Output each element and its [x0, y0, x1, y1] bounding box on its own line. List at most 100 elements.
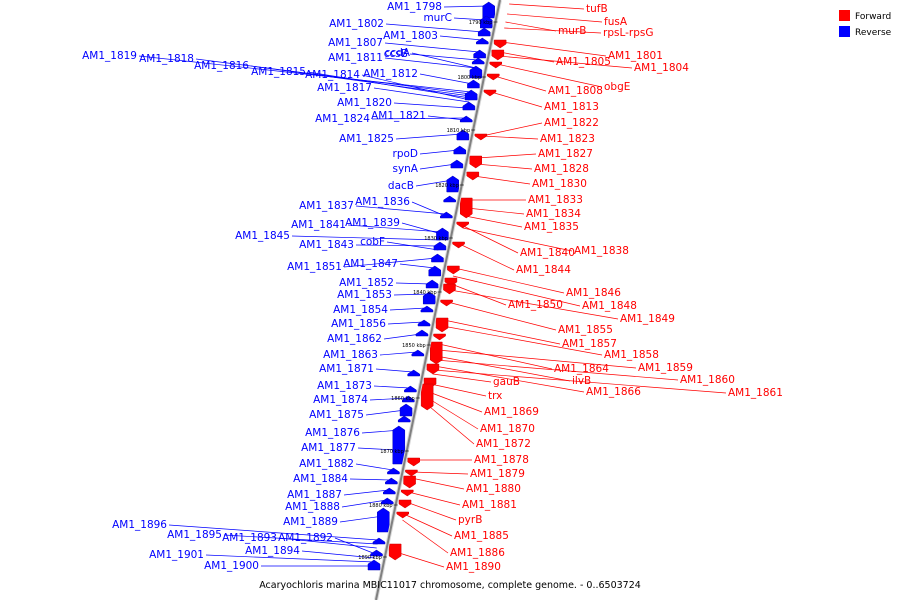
forward-gene-label: AM1_1849 — [620, 313, 675, 325]
reverse-gene-arrow — [372, 537, 386, 545]
gene-features — [367, 1, 507, 571]
reverse-gene-label: AM1_1875 — [309, 409, 364, 421]
reverse-gene-label: AM1_1824 — [315, 113, 370, 125]
forward-gene-label: AM1_1805 — [556, 56, 611, 68]
leader-line — [361, 74, 470, 101]
leader-line — [334, 537, 376, 555]
forward-gene-label: AM1_1813 — [544, 101, 599, 113]
reverse-gene-label: AM1_1843 — [299, 239, 354, 251]
leader-line — [433, 369, 727, 394]
leader-line — [384, 57, 476, 69]
reverse-gene-label: AM1_1901 — [149, 549, 204, 561]
reverse-gene-label: AM1_1900 — [204, 560, 259, 572]
leader-line — [427, 397, 479, 430]
reverse-gene-label: AM1_1814 — [305, 69, 360, 81]
leader-line — [477, 153, 537, 159]
leader-line — [343, 489, 389, 496]
reverse-gene-label: AM1_1815 — [251, 66, 306, 78]
leader-line — [496, 63, 603, 88]
scale-ticks: 1790 kbp 1800 kbp 1810 kbp 1820 kbp 1830 kbp… — [358, 20, 498, 561]
leader-line — [168, 524, 379, 541]
reverse-gene-arrow — [397, 415, 411, 423]
reverse-gene-label: ccdA — [385, 47, 411, 59]
backbone-line — [375, 0, 501, 600]
reverse-gene-arrow — [417, 319, 431, 327]
leader-line — [443, 319, 561, 345]
reverse-gene-arrow — [476, 37, 489, 45]
forward-gene-label: AM1_1885 — [454, 530, 509, 542]
leader-line — [507, 13, 603, 23]
forward-gene-arrow — [435, 317, 449, 333]
leader-line — [465, 215, 523, 228]
leader-line — [419, 163, 457, 170]
forward-gene-label: pyrB — [458, 514, 482, 526]
leader-line — [411, 477, 465, 490]
reverse-gene-arrow — [436, 227, 449, 241]
scale-tick-label: 1810 kbp — [447, 128, 471, 134]
forward-gene-label: obgE — [604, 81, 630, 93]
scale-tick-label: 1870 kbp — [380, 449, 404, 455]
leader-line — [301, 550, 375, 559]
leader-line — [393, 102, 468, 109]
leader-line — [349, 478, 391, 481]
leader-line — [406, 501, 457, 521]
reverse-gene-arrow — [482, 1, 495, 19]
leader-line — [205, 554, 374, 563]
reverse-gene-label: AM1_1877 — [301, 442, 356, 454]
scale-tick-label: 1850 kbp — [402, 343, 426, 349]
reverse-gene-arrow — [420, 305, 434, 313]
forward-gene-label: AM1_1850 — [508, 299, 563, 311]
reverse-gene-label: AM1_1887 — [287, 489, 342, 501]
leader-line — [343, 257, 437, 268]
leader-line — [411, 201, 446, 217]
forward-gene-arrow — [426, 363, 440, 375]
leader-line — [250, 65, 471, 97]
reverse-gene-label: AM1_1871 — [319, 363, 374, 375]
leader-line — [402, 519, 449, 554]
reverse-gene-arrow — [383, 487, 396, 495]
reverse-gene-label: AM1_1803 — [383, 30, 438, 42]
leader-line — [385, 23, 484, 33]
forward-gene-label: AM1_1848 — [582, 300, 637, 312]
reverse-gene-label: AM1_1873 — [317, 380, 372, 392]
reverse-gene-label: AM1_1807 — [328, 37, 383, 49]
reverse-gene-label: AM1_1888 — [285, 501, 340, 513]
forward-gene-arrow — [443, 283, 456, 295]
reverse-gene-arrow — [440, 211, 453, 219]
reverse-gene-label: AM1_1863 — [323, 349, 378, 361]
forward-gene-arrow — [469, 155, 482, 169]
leader-line — [509, 3, 585, 10]
reverse-gene-arrow — [446, 175, 460, 193]
reverse-gene-label: AM1_1882 — [299, 458, 354, 470]
forward-gene-label: gauB — [493, 376, 520, 388]
forward-gene-label: AM1_1872 — [476, 438, 531, 450]
reverse-gene-arrow — [380, 497, 394, 505]
leader-line — [387, 321, 424, 325]
forward-gene-label: AM1_1861 — [728, 387, 783, 399]
leader-line — [138, 55, 472, 93]
leader-line — [505, 21, 557, 32]
forward-gene-label: tufB — [586, 3, 608, 15]
leader-line — [347, 224, 443, 233]
reverse-gene-arrow — [464, 89, 478, 101]
forward-gene-arrow — [401, 489, 414, 497]
forward-gene-label: AM1_1840 — [520, 247, 575, 259]
leader-line — [278, 537, 377, 549]
reverse-gene-label: AM1_1884 — [293, 473, 348, 485]
leader-line — [454, 267, 565, 294]
reverse-gene-arrow — [425, 279, 439, 289]
forward-gene-label: AM1_1869 — [484, 406, 539, 418]
leader-line — [384, 42, 480, 53]
reverse-gene-arrow — [422, 291, 436, 305]
forward-gene-label: AM1_1822 — [544, 117, 599, 129]
forward-gene-label: AM1_1828 — [534, 163, 589, 175]
reverse-gene-label: AM1_1847 — [343, 258, 398, 270]
forward-gene-arrow — [489, 61, 503, 69]
reverse-gene-arrow — [392, 425, 406, 465]
leader-line — [411, 52, 477, 69]
forward-gene-label: AM1_1881 — [462, 499, 517, 511]
forward-gene-arrow — [429, 341, 443, 365]
leader-line — [430, 383, 487, 397]
reverse-gene-arrow — [407, 369, 420, 377]
